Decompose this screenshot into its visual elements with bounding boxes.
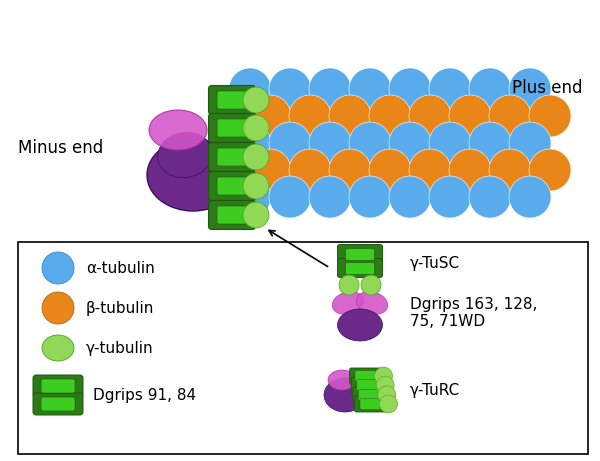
FancyBboxPatch shape: [353, 387, 385, 403]
Circle shape: [389, 176, 431, 218]
FancyBboxPatch shape: [41, 379, 75, 393]
Circle shape: [389, 122, 431, 164]
Circle shape: [329, 149, 371, 191]
Circle shape: [369, 95, 411, 137]
FancyBboxPatch shape: [217, 148, 247, 166]
Circle shape: [374, 367, 392, 385]
Circle shape: [42, 292, 74, 324]
Circle shape: [529, 149, 571, 191]
Ellipse shape: [356, 292, 388, 314]
FancyBboxPatch shape: [33, 393, 83, 415]
Text: γ-tubulin: γ-tubulin: [86, 341, 154, 355]
FancyBboxPatch shape: [346, 262, 374, 274]
Circle shape: [339, 275, 359, 295]
Circle shape: [429, 122, 471, 164]
FancyBboxPatch shape: [217, 177, 247, 195]
Circle shape: [449, 95, 491, 137]
FancyBboxPatch shape: [337, 259, 383, 278]
Circle shape: [509, 176, 551, 218]
FancyBboxPatch shape: [337, 244, 383, 264]
FancyBboxPatch shape: [217, 119, 247, 137]
Circle shape: [349, 122, 391, 164]
Circle shape: [269, 176, 311, 218]
Circle shape: [378, 386, 396, 404]
Circle shape: [289, 95, 331, 137]
Text: Minus end: Minus end: [18, 139, 103, 157]
Ellipse shape: [324, 378, 366, 412]
Circle shape: [229, 68, 271, 110]
Circle shape: [469, 122, 511, 164]
Circle shape: [42, 252, 74, 284]
Circle shape: [243, 173, 269, 199]
Circle shape: [369, 149, 411, 191]
Text: α-tubulin: α-tubulin: [86, 260, 155, 276]
FancyBboxPatch shape: [349, 368, 382, 384]
Circle shape: [349, 68, 391, 110]
Circle shape: [243, 144, 269, 170]
Circle shape: [243, 115, 269, 141]
Circle shape: [469, 176, 511, 218]
FancyBboxPatch shape: [360, 398, 381, 409]
FancyBboxPatch shape: [358, 390, 379, 400]
FancyBboxPatch shape: [356, 380, 377, 390]
Circle shape: [529, 95, 571, 137]
Circle shape: [243, 87, 269, 113]
Circle shape: [509, 122, 551, 164]
Text: Plus end: Plus end: [511, 79, 582, 97]
FancyBboxPatch shape: [355, 371, 376, 382]
Text: γ-TuSC: γ-TuSC: [410, 255, 460, 271]
Circle shape: [249, 149, 291, 191]
Circle shape: [469, 68, 511, 110]
Circle shape: [329, 95, 371, 137]
Circle shape: [380, 395, 398, 413]
Circle shape: [509, 68, 551, 110]
Ellipse shape: [147, 139, 239, 211]
Ellipse shape: [42, 335, 74, 361]
Text: Dgrips 91, 84: Dgrips 91, 84: [93, 388, 196, 402]
Circle shape: [229, 122, 271, 164]
Circle shape: [289, 149, 331, 191]
FancyBboxPatch shape: [33, 375, 83, 397]
Text: γ-TuRC: γ-TuRC: [410, 383, 460, 397]
FancyBboxPatch shape: [209, 201, 256, 230]
Text: Dgrips 163, 128,
75, 71WD: Dgrips 163, 128, 75, 71WD: [410, 297, 538, 329]
Circle shape: [429, 176, 471, 218]
FancyBboxPatch shape: [209, 171, 256, 201]
Circle shape: [269, 122, 311, 164]
Circle shape: [309, 68, 351, 110]
FancyBboxPatch shape: [18, 242, 588, 454]
Circle shape: [429, 68, 471, 110]
Circle shape: [243, 202, 269, 228]
Ellipse shape: [337, 309, 383, 341]
FancyBboxPatch shape: [217, 206, 247, 224]
Circle shape: [489, 95, 531, 137]
Ellipse shape: [158, 132, 212, 177]
Circle shape: [309, 176, 351, 218]
Circle shape: [409, 95, 451, 137]
FancyBboxPatch shape: [351, 377, 383, 393]
Circle shape: [361, 275, 381, 295]
Circle shape: [309, 122, 351, 164]
Circle shape: [249, 95, 291, 137]
FancyBboxPatch shape: [217, 91, 247, 109]
Ellipse shape: [328, 370, 356, 390]
Circle shape: [229, 176, 271, 218]
Circle shape: [409, 149, 451, 191]
FancyBboxPatch shape: [209, 142, 256, 171]
Circle shape: [389, 68, 431, 110]
Ellipse shape: [332, 292, 364, 314]
FancyBboxPatch shape: [209, 113, 256, 142]
FancyBboxPatch shape: [346, 248, 374, 260]
Circle shape: [349, 176, 391, 218]
FancyBboxPatch shape: [209, 85, 256, 114]
Circle shape: [449, 149, 491, 191]
Text: β-tubulin: β-tubulin: [86, 301, 154, 315]
Circle shape: [489, 149, 531, 191]
Ellipse shape: [149, 110, 207, 150]
Circle shape: [269, 68, 311, 110]
FancyBboxPatch shape: [41, 397, 75, 411]
FancyBboxPatch shape: [355, 396, 386, 412]
Circle shape: [376, 376, 394, 394]
